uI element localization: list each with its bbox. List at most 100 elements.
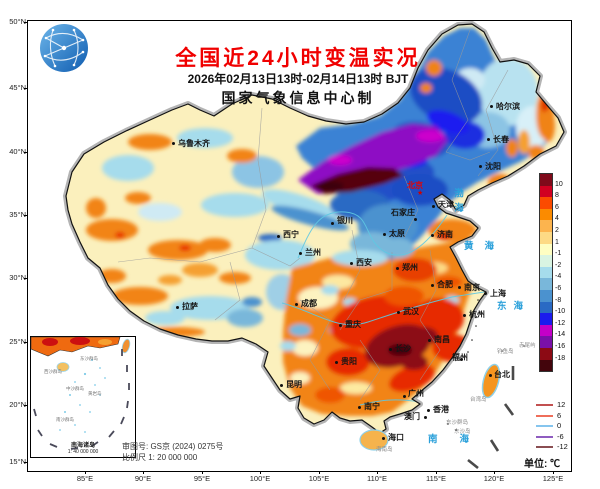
inset-island-label: 黄岩岛 bbox=[88, 391, 102, 396]
lon-tick-mark bbox=[202, 471, 203, 474]
city-marker-dot bbox=[172, 142, 175, 145]
lat-tick-mark bbox=[24, 278, 27, 279]
legend-value-label: 10 bbox=[555, 180, 563, 188]
legend-line-swatch bbox=[536, 414, 553, 417]
legend-line-label: 12 bbox=[557, 400, 566, 409]
page-credit: 国家气象信息中心制 bbox=[221, 90, 375, 106]
lat-tick-label: 20°N bbox=[9, 400, 26, 409]
legend-color-block bbox=[540, 301, 552, 314]
legend-value-label: -10 bbox=[555, 308, 566, 316]
lat-tick-mark bbox=[24, 462, 27, 463]
city-marker-dot bbox=[458, 286, 461, 289]
city-label: 台北 bbox=[494, 370, 510, 379]
city-marker-dot bbox=[489, 374, 492, 377]
city-label: 沈阳 bbox=[485, 162, 501, 171]
legend-color-block bbox=[540, 324, 552, 337]
city-label: 西安 bbox=[356, 258, 372, 267]
lat-tick-label: 30°N bbox=[9, 273, 26, 282]
lon-tick-mark bbox=[494, 471, 495, 474]
taiwan-island bbox=[481, 363, 501, 399]
city-marker-dot bbox=[397, 311, 400, 314]
city-label: 海口 bbox=[388, 433, 404, 442]
lat-tick-mark bbox=[24, 152, 27, 153]
city-label: 石家庄 bbox=[391, 208, 415, 217]
inset-island-label: 西沙群岛 bbox=[44, 369, 62, 374]
lon-tick-mark bbox=[377, 471, 378, 474]
legend-value-label: 2 bbox=[555, 227, 559, 234]
city-marker-dot bbox=[331, 222, 334, 225]
hainan-island bbox=[359, 429, 389, 451]
dash-line-segments bbox=[467, 366, 515, 470]
sea-label: 黄海 bbox=[464, 241, 506, 252]
lat-tick-label: 40°N bbox=[9, 147, 26, 156]
city-label: 兰州 bbox=[305, 248, 321, 257]
city-label: 贵阳 bbox=[341, 357, 357, 366]
inset-islands bbox=[59, 359, 106, 433]
sea-label: 南海 bbox=[428, 434, 492, 445]
city-label: 南京 bbox=[464, 283, 480, 292]
lat-tick-mark bbox=[24, 22, 27, 23]
lon-tick-label: 125°E bbox=[542, 474, 564, 483]
page-subtitle: 2026年02月13日13时-02月14日13时 BJT bbox=[187, 72, 409, 86]
city-label: 合肥 bbox=[437, 280, 453, 289]
legend-value-label: -1 bbox=[555, 250, 562, 258]
city-label: 郑州 bbox=[402, 263, 418, 272]
city-marker-dot bbox=[427, 409, 430, 412]
legend-line-swatch bbox=[536, 435, 553, 438]
lon-tick-mark bbox=[260, 471, 261, 474]
city-marker-dot bbox=[396, 267, 399, 270]
footer-scale: 比例尺 1: 20 000 000 bbox=[122, 453, 198, 462]
island-label: 海南岛 bbox=[376, 447, 393, 453]
lat-tick-label: 15°N bbox=[9, 457, 26, 466]
city-label: 昆明 bbox=[286, 380, 302, 389]
lat-tick-mark bbox=[24, 215, 27, 216]
legend-value-label: -2 bbox=[555, 261, 562, 269]
legend-line-swatch bbox=[536, 425, 553, 428]
legend-value-label: 8 bbox=[555, 192, 559, 200]
legend-line-swatch bbox=[536, 446, 553, 449]
city-marker-dot bbox=[382, 437, 385, 440]
lat-tick-label: 50°N bbox=[9, 17, 26, 26]
legend-value-label: -8 bbox=[555, 296, 562, 304]
city-label: 银川 bbox=[337, 216, 353, 225]
city-marker-dot bbox=[299, 252, 302, 255]
page-title: 全国近24小时变温实况 bbox=[175, 47, 421, 70]
legend-line-label: 6 bbox=[557, 410, 562, 420]
city-marker-dot bbox=[414, 218, 417, 221]
sea-label: 东海 bbox=[497, 301, 531, 312]
city-marker-dot bbox=[280, 384, 283, 387]
lon-tick-mark bbox=[436, 471, 437, 474]
legend-value-label: -12 bbox=[555, 319, 566, 327]
city-label: 西宁 bbox=[283, 230, 299, 239]
legend-color-block bbox=[540, 266, 552, 279]
sea-label: 渤海 bbox=[452, 188, 463, 217]
city-marker-dot bbox=[295, 303, 298, 306]
lon-tick-mark bbox=[319, 471, 320, 474]
lat-tick-label: 35°N bbox=[9, 210, 26, 219]
legend-line-label: -6 bbox=[557, 431, 564, 441]
inset-scale: 1: 40 000 000 bbox=[67, 449, 99, 455]
legend-color-block bbox=[540, 289, 552, 302]
lon-tick-label: 95°E bbox=[193, 474, 211, 483]
city-label: 澳门 bbox=[404, 412, 420, 421]
legend-value-label: -6 bbox=[555, 285, 562, 292]
city-label: 南昌 bbox=[434, 335, 450, 344]
legend-color-block bbox=[540, 243, 552, 256]
lon-tick-mark bbox=[553, 471, 554, 474]
city-marker-dot bbox=[431, 284, 434, 287]
legend-line-label: 0 bbox=[557, 421, 562, 431]
legend-value-label: -16 bbox=[555, 343, 566, 350]
lat-tick-mark bbox=[24, 88, 27, 89]
city-label: 北京 bbox=[407, 181, 423, 190]
lon-tick-mark bbox=[143, 471, 144, 474]
lon-tick-label: 120°E bbox=[483, 474, 505, 483]
inset-title: 南海诸岛 bbox=[70, 443, 95, 449]
lat-tick-label: 45°N bbox=[9, 83, 26, 92]
city-marker-dot bbox=[428, 339, 431, 342]
coastal-islets bbox=[447, 299, 525, 431]
lat-tick-mark bbox=[24, 405, 27, 406]
island-label: 台湾岛 bbox=[470, 397, 487, 403]
city-label: 长沙 bbox=[395, 344, 411, 353]
